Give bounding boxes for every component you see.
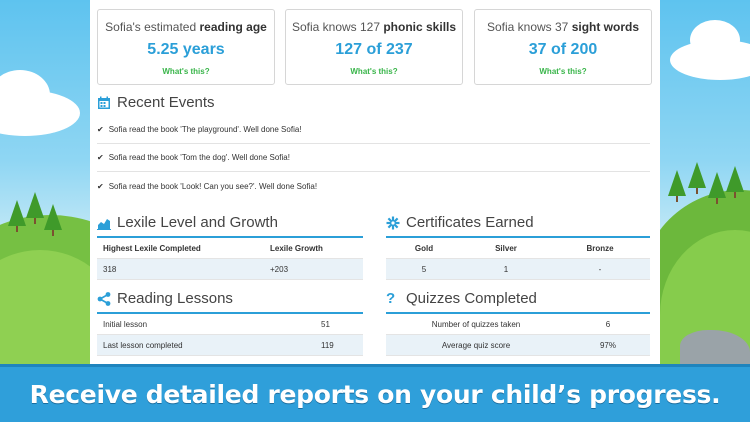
phonic-skills-label: phonic skills [383, 20, 457, 34]
event-text: Sofia read the book 'Tom the dog'. Well … [108, 153, 290, 162]
report-panel: Sofia's estimated reading age 5.25 years… [90, 0, 660, 365]
promo-banner-text: Receive detailed reports on your child’s… [29, 380, 721, 409]
column-header: Silver [495, 243, 517, 253]
event-text: Sofia read the book 'The playground'. We… [108, 125, 302, 134]
table-cell: Number of quizzes taken [431, 319, 521, 329]
reading-lessons-heading: Reading Lessons [117, 290, 233, 307]
sight-words-card: Sofia knows 37 sight words 37 of 200 Wha… [474, 9, 652, 85]
phonic-skills-whats-this-link[interactable]: What's this? [350, 67, 398, 76]
check-icon: ✔ [97, 153, 104, 162]
table-cell: +203 [270, 264, 289, 274]
lexile-heading: Lexile Level and Growth [117, 214, 278, 231]
table-cell: 5 [421, 264, 427, 274]
table-cell: 97% [599, 340, 616, 350]
reading-age-prefix: Sofia's estimated [105, 20, 200, 34]
lexile-table: Highest Lexile Completed Lexile Growth 3… [97, 236, 363, 280]
phonic-skills-prefix: Sofia knows 127 [291, 20, 384, 34]
quizzes-heading: Quizzes Completed [406, 290, 537, 307]
check-icon: ✔ [97, 181, 104, 191]
table-cell: 1 [503, 264, 509, 274]
reading-lessons-title: Reading Lessons [97, 290, 233, 307]
table-cell: - [598, 264, 602, 274]
column-header: Highest Lexile Completed [103, 243, 201, 253]
promo-banner: Receive detailed reports on your child’s… [0, 364, 750, 422]
quizzes-title: ? Quizzes Completed [386, 290, 537, 307]
table-row: Initial lesson 51 [97, 314, 363, 335]
table-row: 318 +203 [97, 259, 363, 280]
list-item: ✔ Sofia read the book 'The playground'. W… [97, 116, 650, 144]
reading-lessons-table: Initial lesson 51 Last lesson completed … [97, 312, 363, 356]
table-row: 5 1 - [386, 259, 650, 280]
list-item: ✔ Sofia read the book 'Look! Can you see?… [97, 172, 650, 200]
sight-words-prefix: Sofia knows 37 [486, 20, 572, 34]
reading-age-label: reading age [199, 20, 267, 34]
table-row: Average quiz score 97% [386, 335, 650, 356]
table-row: Number of quizzes taken 6 [386, 314, 650, 335]
recent-events-title: Recent Events [97, 94, 215, 111]
reading-age-card: Sofia's estimated reading age 5.25 years… [97, 9, 275, 85]
table-cell: 318 [103, 264, 117, 274]
table-row: Last lesson completed 119 [97, 335, 363, 356]
table-header-row: Highest Lexile Completed Lexile Growth [97, 238, 363, 259]
recent-events-list: ✔ Sofia read the book 'The playground'. W… [97, 116, 650, 200]
table-header-row: Gold Silver Bronze [386, 238, 650, 259]
phonic-skills-card: Sofia knows 127 phonic skills 127 of 237… [285, 9, 463, 85]
sight-words-whats-this-link[interactable]: What's this? [539, 67, 587, 76]
calendar-icon [98, 96, 110, 109]
recent-events-heading: Recent Events [117, 94, 215, 111]
column-header: Lexile Growth [270, 243, 323, 253]
column-header: Bronze [586, 243, 614, 253]
table-cell: Last lesson completed [103, 340, 183, 350]
table-cell: 51 [321, 319, 330, 329]
certificates-title: Certificates Earned [386, 214, 534, 231]
share-icon [97, 291, 111, 306]
table-cell: 6 [605, 319, 611, 329]
sight-words-value: 37 of 200 [528, 41, 598, 58]
list-item: ✔ Sofia read the book 'Tom the dog'. Well… [97, 144, 650, 172]
certificates-table: Gold Silver Bronze 5 1 - [386, 236, 650, 280]
sight-words-label: sight words [571, 20, 640, 34]
column-header: Gold [414, 243, 434, 253]
certificates-heading: Certificates Earned [406, 214, 534, 231]
quizzes-table: Number of quizzes taken 6 Average quiz s… [386, 312, 650, 356]
reading-age-value: 5.25 years [147, 41, 225, 58]
certificate-icon [386, 216, 400, 229]
chart-icon [97, 218, 111, 230]
phonic-skills-value: 127 of 237 [335, 41, 413, 58]
lexile-title: Lexile Level and Growth [97, 214, 278, 231]
question-icon: ? [386, 289, 396, 307]
table-cell: Average quiz score [441, 340, 511, 350]
table-cell: Initial lesson [103, 319, 148, 329]
check-icon: ✔ [97, 125, 104, 134]
table-cell: 119 [321, 340, 334, 350]
reading-age-whats-this-link[interactable]: What's this? [162, 67, 210, 76]
event-text: Sofia read the book 'Look! Can you see?'… [108, 181, 318, 191]
